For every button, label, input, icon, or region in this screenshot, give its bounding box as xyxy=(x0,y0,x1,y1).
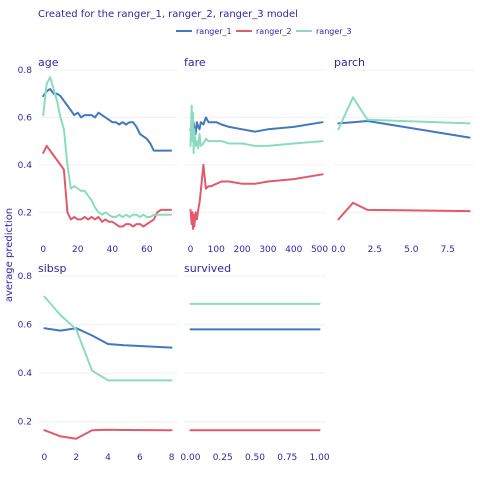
series-line-age-ranger_1 xyxy=(42,88,173,152)
y-tick-label: 0.6 xyxy=(18,321,33,331)
x-tick-label-age: 0 xyxy=(40,245,46,255)
series-line-sibsp-ranger_1 xyxy=(43,327,173,349)
series-line-sibsp-ranger_3 xyxy=(43,295,173,382)
x-tick-label-fare: 100 xyxy=(208,245,225,255)
x-tick-label-fare: 200 xyxy=(233,245,250,255)
x-tick-label-fare: 0 xyxy=(188,245,194,255)
series-line-parch-ranger_1 xyxy=(337,120,471,139)
panel-survived: survived 0.00 0.25 0.50 0.75 1.00 xyxy=(180,262,329,463)
x-tick-label-fare: 300 xyxy=(259,245,276,255)
x-tick-label-age: 20 xyxy=(72,245,84,255)
panel-title-age: age xyxy=(38,56,59,69)
x-tick-label-survived: 0.50 xyxy=(245,453,265,463)
panel-title-parch: parch xyxy=(334,56,365,69)
panel-fare: fare 0 100 200 300 400 500 xyxy=(184,56,328,255)
x-tick-label-survived: 1.00 xyxy=(310,453,330,463)
legend-label-ranger_1: ranger_1 xyxy=(196,27,232,36)
series-line-parch-ranger_3 xyxy=(337,96,471,131)
series-line-parch-ranger_2 xyxy=(337,201,471,221)
x-tick-label-parch: 7.5 xyxy=(441,245,455,255)
y-tick-label: 0.8 xyxy=(18,272,33,282)
y-axis-label: average prediction xyxy=(4,208,15,302)
y-tick-label: 0.4 xyxy=(18,161,33,171)
panel-title-survived: survived xyxy=(184,262,231,275)
x-tick-label-sibsp: 4 xyxy=(105,453,111,463)
x-tick-label-sibsp: 0 xyxy=(41,453,47,463)
panel-title-sibsp: sibsp xyxy=(38,262,67,275)
series-line-age-ranger_2 xyxy=(42,144,173,228)
y-tick-label: 0.4 xyxy=(18,369,33,379)
chart-title: Created for the ranger_1, ranger_2, rang… xyxy=(38,9,298,20)
legend: ranger_1 ranger_2 ranger_3 xyxy=(176,27,352,36)
legend-label-ranger_2: ranger_2 xyxy=(256,27,292,36)
x-tick-label-sibsp: 2 xyxy=(73,453,79,463)
y-tick-label: 0.6 xyxy=(18,113,33,123)
y-tick-label: 0.2 xyxy=(18,208,32,218)
x-tick-label-sibsp: 6 xyxy=(137,453,143,463)
panel-title-fare: fare xyxy=(184,56,206,69)
x-tick-label-parch: 0.0 xyxy=(331,245,346,255)
series-line-fare-ranger_2 xyxy=(189,163,324,230)
x-tick-label-parch: 5.0 xyxy=(404,245,419,255)
series-line-fare-ranger_1 xyxy=(189,116,324,138)
x-tick-label-parch: 2.5 xyxy=(368,245,382,255)
x-tick-label-survived: 0.00 xyxy=(180,453,200,463)
y-tick-label: 0.2 xyxy=(18,418,32,428)
series-line-age-ranger_3 xyxy=(42,76,173,218)
panel-parch: parch 0.0 2.5 5.0 7.5 xyxy=(331,56,474,255)
x-tick-label-survived: 0.25 xyxy=(213,453,233,463)
x-tick-label-age: 60 xyxy=(141,245,153,255)
series-line-sibsp-ranger_2 xyxy=(43,428,173,440)
y-tick-label: 0.8 xyxy=(18,66,33,76)
x-tick-label-age: 40 xyxy=(107,245,119,255)
legend-label-ranger_3: ranger_3 xyxy=(316,27,352,36)
x-tick-label-fare: 500 xyxy=(311,245,328,255)
panel-age: age 0.2 0.4 0.6 0.8 0 20 40 60 xyxy=(18,56,178,255)
x-tick-label-fare: 400 xyxy=(285,245,302,255)
panel-sibsp: sibsp 0.2 0.4 0.6 0.8 0 2 4 6 8 xyxy=(18,262,178,463)
series-line-fare-ranger_3 xyxy=(189,104,324,154)
x-tick-label-sibsp: 8 xyxy=(169,453,175,463)
x-tick-label-survived: 0.75 xyxy=(277,453,297,463)
